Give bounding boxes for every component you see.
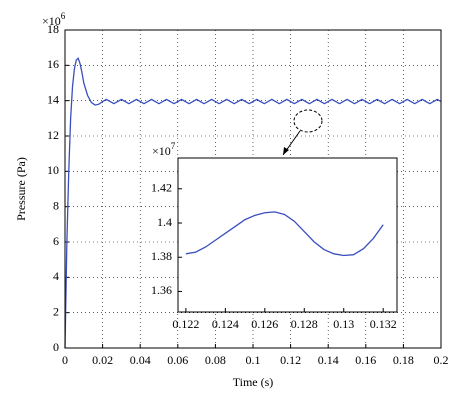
x-tick-label: 0.128 (291, 317, 318, 331)
y-axis-label: Pressure (Pa) (14, 157, 28, 221)
arrow-head (283, 147, 289, 155)
x-tick-label: 0.2 (434, 353, 449, 367)
multiplier-exponent: 7 (171, 141, 176, 151)
multiplier-base: ×10 (152, 144, 171, 158)
y-tick-label: 0 (53, 340, 59, 354)
x-tick-label: 0.124 (212, 317, 239, 331)
y-multiplier: ×106 (42, 11, 66, 28)
x-tick-label: 0.04 (130, 353, 151, 367)
zoom-annotation (282, 109, 323, 156)
y-tick-label: 2 (53, 304, 59, 318)
multiplier-exponent: 6 (61, 11, 66, 21)
x-tick-label: 0.02 (92, 353, 113, 367)
x-tick-label: 0.18 (393, 353, 414, 367)
y-tick-label: 10 (47, 163, 59, 177)
x-tick-label: 0 (62, 353, 68, 367)
multiplier-base: ×10 (42, 14, 61, 28)
y-tick-label: 12 (47, 128, 59, 142)
inset-chart: 0.122 0.124 0.126 0.128 0.13 0.132 1.36 1.38 1.4… (151, 141, 398, 331)
y-tick-label: 1.36 (151, 283, 172, 297)
y-tick-label: 1.4 (157, 215, 172, 229)
y-tick-label: 14 (47, 92, 59, 106)
y-tick-label: 16 (47, 57, 59, 71)
y-tick-label: 1.38 (151, 249, 172, 263)
zoom-circle (293, 109, 323, 133)
y-tick-label: 18 (47, 22, 59, 36)
x-tick-label: 0.14 (318, 353, 339, 367)
x-tick-label: 0.06 (167, 353, 188, 367)
y-tick-label: 8 (53, 198, 59, 212)
x-tick-label: 0.12 (280, 353, 301, 367)
x-tick-label: 0.16 (355, 353, 376, 367)
plot-frame (177, 157, 398, 313)
y-tick-label: 1.42 (151, 181, 172, 195)
y-tick-label: 4 (53, 269, 59, 283)
plot-frame (64, 29, 442, 349)
data-line (64, 57, 442, 349)
x-axis-label: Time (s) (233, 375, 274, 389)
data-line (185, 211, 384, 257)
x-tick-label: 0.132 (370, 317, 397, 331)
x-tick-label: 0.126 (251, 317, 278, 331)
y-tick-label: 6 (53, 234, 59, 248)
x-tick-label: 0.13 (333, 317, 354, 331)
plot-area (178, 158, 397, 312)
x-tick-label: 0.08 (205, 353, 226, 367)
x-tick-label: 0.122 (172, 317, 199, 331)
x-tick-label: 0.1 (246, 353, 261, 367)
y-multiplier: ×107 (152, 141, 176, 158)
